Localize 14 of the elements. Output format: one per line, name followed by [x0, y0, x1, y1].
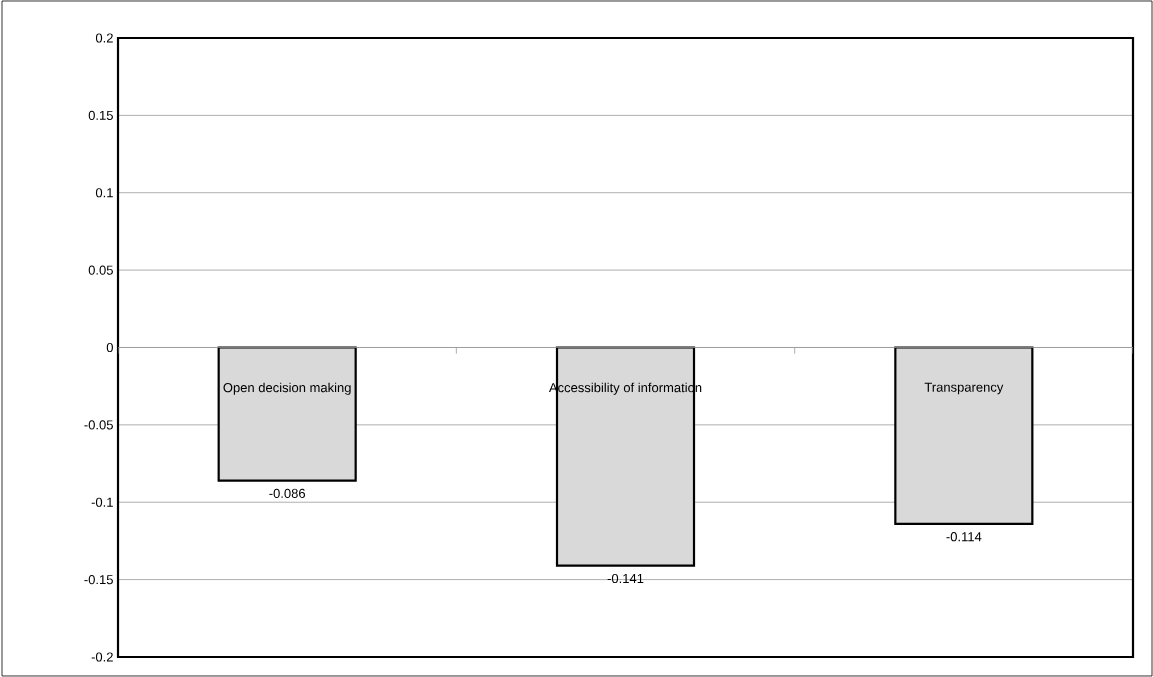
y-tick-label: -0.15 [84, 575, 113, 585]
data-label: -0.114 [946, 532, 982, 542]
y-tick-label: 0.1 [95, 188, 113, 198]
y-tick-label: 0.2 [95, 33, 113, 43]
data-label: -0.086 [269, 488, 306, 498]
y-tick-label: 0 [106, 342, 113, 353]
y-tick-label: 0.05 [88, 265, 113, 275]
data-label: -0.141 [607, 573, 644, 584]
y-tick-label: 0.15 [88, 110, 113, 120]
x-tick-label: Open decision making [223, 382, 351, 395]
y-tick-label: -0.05 [84, 420, 113, 430]
y-tick-label: -0.2 [91, 652, 113, 662]
y-tick-label: -0.1 [91, 497, 113, 507]
x-tick-label: Transparency [924, 382, 1004, 395]
